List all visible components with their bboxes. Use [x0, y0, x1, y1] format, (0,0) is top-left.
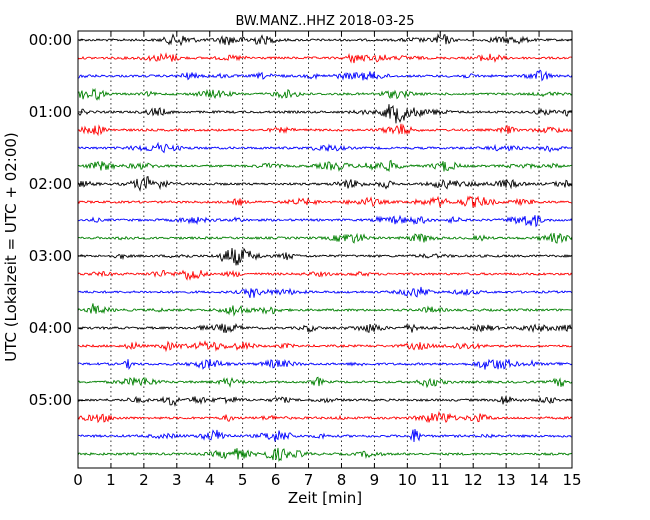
x-tick-label-3: 3	[172, 471, 182, 489]
x-tick-label-13: 13	[497, 471, 516, 489]
seismogram-traces	[77, 33, 573, 462]
x-axis-ticks: 0 1 2 3 4 5 6 7 8 9 10 11 12 13 14 15	[73, 31, 582, 489]
x-tick-label-2: 2	[139, 471, 149, 489]
trace-19	[77, 376, 573, 389]
x-tick-label-11: 11	[431, 471, 450, 489]
y-tick-label-5: 05:00	[29, 391, 72, 409]
y-tick-label-1: 01:00	[29, 103, 72, 121]
y-tick-label-4: 04:00	[29, 319, 72, 337]
y-tick-label-3: 03:00	[29, 247, 72, 265]
y-tick-label-0: 00:00	[29, 31, 72, 49]
trace-1	[77, 52, 573, 64]
x-tick-label-10: 10	[398, 471, 417, 489]
trace-23	[77, 447, 573, 462]
trace-16	[77, 323, 573, 334]
trace-18	[77, 358, 573, 371]
trace-7	[77, 159, 573, 173]
x-tick-label-12: 12	[464, 471, 483, 489]
trace-0	[77, 33, 573, 47]
y-tick-label-2: 02:00	[29, 175, 72, 193]
trace-6	[77, 141, 573, 154]
trace-20	[77, 395, 573, 407]
trace-12	[77, 247, 573, 266]
trace-9	[77, 195, 573, 208]
x-tick-label-4: 4	[205, 471, 215, 489]
trace-13	[77, 269, 573, 281]
y-axis-ticks: 00:00 01:00 02:00 03:00 04:00 05:00	[29, 31, 572, 409]
trace-5	[77, 123, 573, 137]
x-tick-label-8: 8	[337, 471, 347, 489]
x-tick-label-6: 6	[271, 471, 281, 489]
trace-2	[77, 69, 573, 82]
trace-3	[77, 88, 573, 101]
trace-22	[77, 428, 573, 443]
trace-8	[77, 175, 573, 192]
chart-title: BW.MANZ..HHZ 2018-03-25	[235, 14, 414, 29]
x-tick-label-0: 0	[73, 471, 83, 489]
x-tick-label-9: 9	[370, 471, 380, 489]
trace-21	[77, 410, 573, 424]
x-tick-label-1: 1	[106, 471, 116, 489]
x-tick-label-7: 7	[304, 471, 314, 489]
trace-11	[77, 232, 573, 244]
x-tick-label-14: 14	[530, 471, 549, 489]
y-axis-label: UTC (Lokalzeit = UTC + 02:00)	[2, 132, 20, 362]
trace-17	[77, 340, 573, 353]
plot-frame	[77, 30, 573, 469]
x-tick-label-5: 5	[238, 471, 248, 489]
trace-14	[77, 286, 573, 298]
x-tick-label-15: 15	[562, 471, 581, 489]
trace-10	[77, 214, 573, 228]
trace-4	[77, 104, 573, 124]
vertical-gridlines	[110, 31, 540, 468]
x-axis-label: Zeit [min]	[288, 489, 362, 507]
trace-15	[77, 303, 573, 317]
